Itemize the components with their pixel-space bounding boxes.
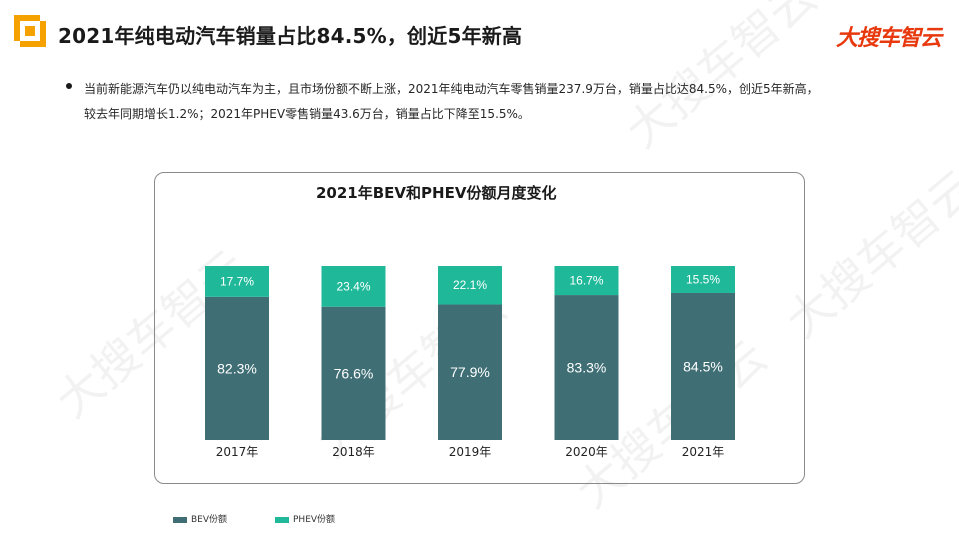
- summary-line-2: 较去年同期增长1.2%；2021年PHEV零售销量43.6万台，销量占比下降至1…: [84, 107, 530, 121]
- bar-bev: [321, 306, 386, 440]
- legend-bev-label: BEV份额: [191, 515, 228, 525]
- data-label-bev: 84.5%: [683, 358, 723, 374]
- x-tick-label: 2021年: [682, 445, 725, 459]
- data-label-bev: 82.3%: [217, 360, 257, 376]
- data-label-phev: 16.7%: [569, 274, 603, 288]
- summary-bullet: 当前新能源汽车仍以纯电动汽车为主，且市场份额不断上涨，2021年纯电动汽车零售销…: [66, 77, 896, 127]
- brand-logo: 大搜车智云: [835, 26, 942, 51]
- bar-phev: [554, 266, 619, 296]
- page-title: 2021年纯电动汽车销量占比84.5%，创近5年新高: [58, 24, 523, 48]
- bar-phev: [438, 266, 502, 305]
- x-tick-label: 2018年: [332, 445, 375, 459]
- legend-phev-label: PHEV份额: [293, 515, 336, 525]
- x-tick-label: 2017年: [216, 445, 259, 459]
- x-tick-label: 2020年: [565, 445, 608, 459]
- summary-line-1: 当前新能源汽车仍以纯电动汽车为主，且市场份额不断上涨，2021年纯电动汽车零售销…: [84, 82, 819, 96]
- bar-bev: [554, 295, 619, 440]
- data-label-bev: 83.3%: [567, 360, 607, 376]
- bar-phev: [321, 266, 386, 307]
- summary-text: 当前新能源汽车仍以纯电动汽车为主，且市场份额不断上涨，2021年纯电动汽车零售销…: [84, 77, 896, 127]
- legend-bev-swatch: [173, 516, 187, 523]
- chart-panel: [154, 172, 805, 484]
- bar-phev: [671, 266, 735, 293]
- bar-phev: [205, 266, 269, 297]
- legend-phev-swatch: [275, 516, 289, 523]
- data-label-phev: 15.5%: [686, 272, 720, 286]
- bar-bev: [205, 296, 269, 440]
- data-label-phev: 17.7%: [220, 274, 254, 288]
- x-tick-label: 2019年: [449, 445, 492, 459]
- data-label-bev: 77.9%: [450, 364, 490, 380]
- corner-logo-icon: [12, 13, 48, 49]
- data-label-phev: 22.1%: [453, 278, 487, 292]
- data-label-bev: 76.6%: [334, 365, 374, 381]
- legend-phev: PHEV份额: [275, 512, 335, 525]
- bar-bev: [671, 292, 735, 440]
- data-label-phev: 23.4%: [336, 279, 370, 293]
- chart-title: 2021年BEV和PHEV份额月度变化: [316, 184, 557, 202]
- legend-bev: BEV份额: [173, 512, 227, 525]
- bullet-dot-icon: [66, 83, 72, 89]
- bar-bev: [438, 304, 502, 440]
